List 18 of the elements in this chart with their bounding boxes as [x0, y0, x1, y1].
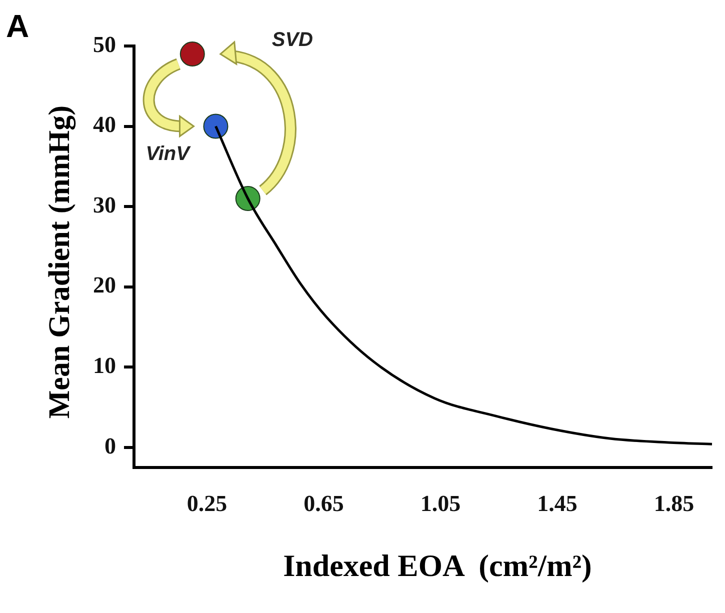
- y-tick-label: 0: [104, 433, 116, 458]
- y-tick-label: 20: [93, 272, 116, 298]
- x-tick-label: 0.65: [304, 491, 344, 516]
- x-axis-title: Indexed EOA (cm²/m²): [282, 548, 593, 584]
- annotation: SVD: [272, 28, 313, 52]
- annotation: VinV: [146, 142, 190, 166]
- y-tick-label: 10: [93, 353, 116, 378]
- y-axis-title: Mean Gradient (mmHg): [43, 104, 77, 421]
- y-tick-label: 30: [93, 192, 116, 218]
- x-tick-label: 0.25: [186, 491, 228, 516]
- x-tick-label: 1.45: [537, 491, 578, 516]
- x-tick-label: 1.85: [654, 491, 694, 516]
- point: [203, 114, 228, 139]
- x-tick-label: 1.05: [420, 491, 461, 516]
- y-tick-label: 50: [93, 32, 116, 57]
- point: [180, 42, 205, 67]
- y-tick-label: 40: [93, 112, 116, 138]
- text: A: [6, 8, 30, 45]
